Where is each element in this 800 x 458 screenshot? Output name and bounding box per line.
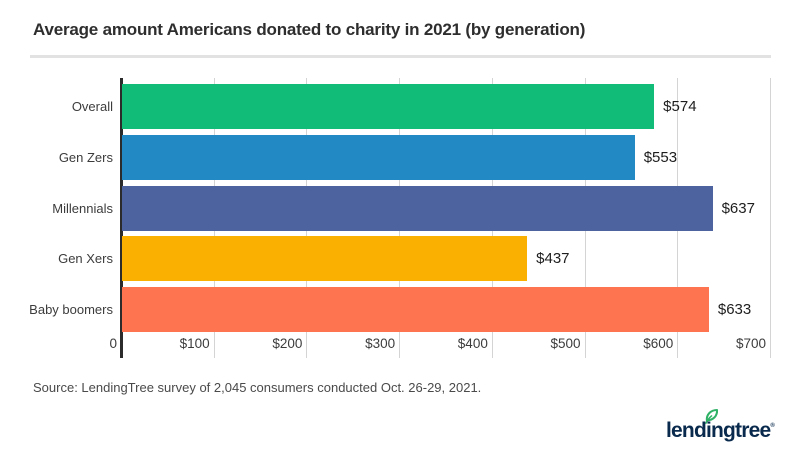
logo-wordmark: lendingtree® (666, 419, 775, 443)
value-label-gen-xers: $437 (536, 250, 570, 267)
category-label-baby-boomers: Baby boomers (29, 302, 113, 317)
bar-gen-xers (122, 236, 528, 281)
leaf-icon (705, 408, 719, 424)
bar-row-millennials: $637 (122, 186, 771, 231)
category-label-gen-xers: Gen Xers (58, 251, 113, 266)
bar-row-gen-xers: $437 (122, 236, 771, 281)
bar-row-baby-boomers: $633 (122, 287, 771, 332)
x-tick-label: $500 (550, 336, 581, 351)
chart-title: Average amount Americans donated to char… (33, 20, 586, 39)
bar-row-overall: $574 (122, 84, 771, 129)
source-note: Source: LendingTree survey of 2,045 cons… (33, 380, 482, 395)
logo-registered-mark: ® (770, 423, 775, 429)
value-label-millennials: $637 (721, 200, 755, 217)
gridline-700 (770, 78, 771, 358)
x-tick-label: $100 (179, 336, 210, 351)
category-label-millennials: Millennials (52, 201, 113, 216)
x-tick-label: 0 (109, 336, 117, 351)
x-tick-label: $400 (457, 336, 488, 351)
bar-baby-boomers (122, 287, 709, 332)
x-tick-label: $600 (643, 336, 674, 351)
value-label-gen-zers: $553 (643, 149, 678, 166)
bar-row-gen-zers: $553 (122, 135, 771, 180)
x-tick-label: $300 (365, 336, 396, 351)
x-tick-label: $200 (272, 336, 303, 351)
bar-overall (122, 84, 655, 129)
bar-chart: 0 $100 $200 $300 $400 $500 $600 $700 $574 $553 $63… (109, 78, 771, 358)
x-tick-label: $700 (735, 336, 766, 351)
bar-millennials (122, 186, 713, 231)
value-label-baby-boomers: $633 (717, 301, 752, 318)
lendingtree-logo: lendingtree® (666, 408, 786, 449)
logo-brand: lendingtree (666, 419, 771, 442)
bar-gen-zers (122, 135, 635, 180)
category-label-overall: Overall (71, 99, 113, 114)
y-axis-labels: Overall Gen Zers Millennials Gen Xers Baby b… (0, 78, 113, 358)
title-divider (30, 55, 771, 58)
y-axis-line (120, 78, 123, 358)
category-label-gen-zers: Gen Zers (58, 150, 113, 165)
value-label-overall: $574 (663, 98, 697, 115)
